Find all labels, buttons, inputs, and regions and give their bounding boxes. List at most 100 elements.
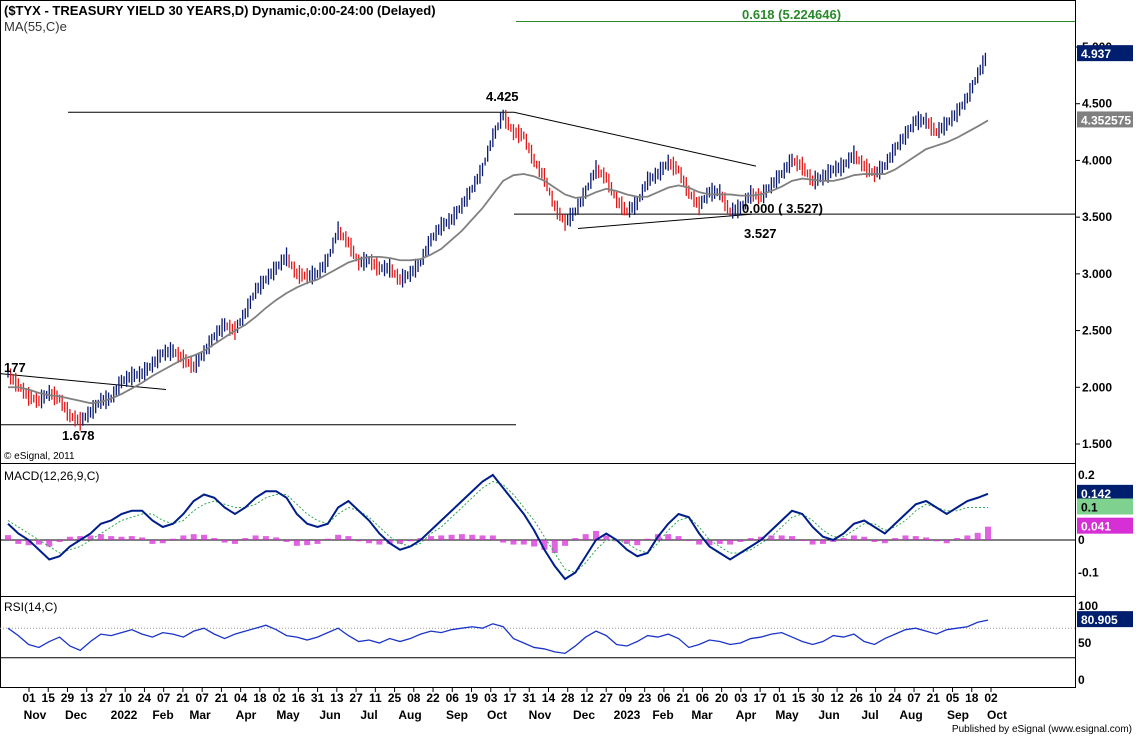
histogram-bar [840, 538, 847, 540]
histogram-bar [304, 540, 311, 546]
histogram-bar [809, 540, 816, 545]
month-label: Jul [861, 708, 878, 722]
histogram-bar [551, 540, 558, 553]
early-trend-line [0, 373, 167, 391]
histogram-bar [892, 538, 899, 540]
published-credit: Published by eSignal (www.esignal.com) [952, 724, 1132, 735]
x-tick-label: 27 [349, 691, 363, 705]
histogram-value-tag-bg [1077, 517, 1133, 534]
chart-title: ($TYX - TREASURY YIELD 30 YEARS,D) Dynam… [4, 3, 436, 18]
x-tick-label: 21 [176, 691, 190, 705]
histogram-bar [87, 535, 94, 540]
x-tick-label: 07 [157, 691, 171, 705]
histogram-bar [97, 534, 104, 540]
histogram-bar [56, 540, 63, 542]
histogram-bar [500, 540, 507, 543]
x-tick-label: 08 [407, 691, 421, 705]
histogram-bar [366, 540, 373, 544]
histogram-value-tag: 0.041 [1081, 520, 1111, 534]
fib-zero-label: 0.000 ( 3.527) [742, 201, 823, 216]
histogram-bar [789, 536, 795, 540]
month-label: Mar [691, 708, 713, 722]
histogram-bar [458, 534, 465, 540]
rsi-tick-label: 100 [1078, 599, 1098, 613]
price-tick-label: 3.000 [1082, 267, 1112, 281]
signal-value-tag: 0.1 [1081, 501, 1098, 515]
x-tick-label: 01 [22, 691, 36, 705]
rsi-value-tag: 80.905 [1081, 613, 1118, 627]
histogram-bar [727, 540, 734, 545]
histogram-bar [407, 540, 414, 542]
histogram-bar [231, 540, 238, 544]
histogram-bar [139, 537, 146, 540]
month-label: Oct [987, 708, 1007, 722]
macd-title: MACD(12,26,9,C) [4, 469, 99, 483]
x-tick-label: 10 [119, 691, 133, 705]
x-tick-label: 17 [753, 691, 767, 705]
rsi-tick-label: 0 [1078, 673, 1085, 687]
histogram-bar [985, 526, 991, 540]
x-tick-label: 14 [542, 691, 556, 705]
histogram-bar [799, 540, 806, 541]
ma-value-tag: 4.352575 [1081, 113, 1131, 127]
month-label: Nov [24, 708, 47, 722]
triangle-base-line [577, 213, 753, 229]
rsi-title: RSI(14,C) [4, 600, 57, 614]
histogram-bar [861, 536, 868, 540]
histogram-bar [531, 540, 538, 547]
last-price-tag: 4.937 [1081, 47, 1111, 61]
histogram-bar [510, 540, 517, 545]
histogram-bar [46, 540, 53, 547]
histogram-bar [252, 535, 259, 540]
histogram-bar [293, 540, 300, 546]
month-label: Aug [398, 708, 421, 722]
x-tick-label: 23 [638, 691, 652, 705]
histogram-bar [541, 540, 548, 550]
x-tick-label: 07 [195, 691, 209, 705]
price-tick-label: 3.500 [1082, 210, 1112, 224]
month-label: Dec [573, 708, 595, 722]
month-label: 2023 [614, 708, 641, 722]
downtrend-line [513, 111, 757, 167]
histogram-bar [66, 536, 73, 540]
x-tick-label: 05 [946, 691, 960, 705]
price-tick-label: 1.500 [1082, 437, 1112, 451]
x-tick-label: 27 [600, 691, 614, 705]
x-tick-label: 13 [80, 691, 94, 705]
histogram-bar [943, 540, 950, 544]
histogram-bar [912, 536, 919, 540]
month-label: Dec [65, 708, 87, 722]
rsi-pane [0, 596, 1076, 688]
histogram-bar [675, 536, 682, 540]
month-label: May [775, 708, 799, 722]
ma-legend: MA(55,C)e [4, 19, 67, 34]
x-tick-label: 12 [830, 691, 844, 705]
histogram-bar [25, 540, 32, 546]
signal-line [7, 480, 988, 574]
x-tick-label: 06 [657, 691, 671, 705]
histogram-bar [881, 540, 888, 544]
histogram-bar [397, 540, 403, 544]
histogram-bar [345, 536, 352, 540]
histogram-bar [180, 535, 187, 540]
annotation-high: 4.425 [486, 89, 519, 104]
x-tick-label: 10 [869, 691, 883, 705]
x-tick-label: 15 [42, 691, 56, 705]
x-tick-label: 21 [215, 691, 229, 705]
price-tick-label: 4.500 [1082, 97, 1112, 111]
histogram-bar [118, 536, 125, 540]
macd-value-tag-bg [1077, 484, 1133, 501]
histogram-bar [438, 535, 445, 540]
histogram-bar [923, 537, 930, 540]
histogram-bar [242, 538, 249, 540]
macd-tick-label: -0.1 [1078, 566, 1099, 580]
month-label: Feb [652, 708, 673, 722]
month-label: Aug [899, 708, 922, 722]
last-price-tag-bg [1077, 45, 1133, 62]
x-tick-label: 27 [99, 691, 113, 705]
histogram-bar [758, 536, 765, 540]
histogram-bar [283, 540, 290, 542]
histogram-bar [469, 534, 476, 540]
histogram-bar [964, 535, 971, 540]
